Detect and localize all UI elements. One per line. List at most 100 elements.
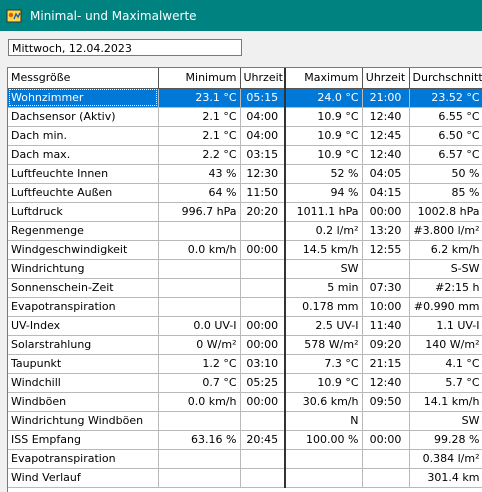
cell-average: 1.1 UV-I	[409, 316, 482, 336]
cell-max-time: 09:20	[362, 335, 410, 355]
cell-max-time: 00:00	[362, 202, 410, 222]
cell-average: SW	[409, 411, 482, 431]
cell-name: Evapotranspiration	[8, 297, 159, 317]
cell-name: Luftdruck	[8, 202, 159, 222]
cell-maximum: 1011.1 hPa	[285, 202, 363, 222]
table-row[interactable]: UV-Index 0.0 UV-I 00:00 2.5 UV-I 11:40 1.1 UV…	[8, 316, 482, 336]
cell-average: 6.55 °C	[409, 107, 482, 127]
cell-min-time	[240, 411, 286, 431]
cell-name: Windgeschwindigkeit	[8, 240, 159, 260]
cell-average: #0.990 mm	[409, 297, 482, 317]
cell-average: 85 %	[409, 183, 482, 203]
window-titlebar: Minimal- und Maximalwerte	[0, 0, 482, 31]
cell-minimum: 996.7 hPa	[158, 202, 241, 222]
cell-max-time: 11:40	[362, 316, 410, 336]
cell-name: Dach max.	[8, 145, 159, 165]
cell-average: 0.384 l/m²	[409, 449, 482, 469]
cell-max-time: 12:40	[362, 145, 410, 165]
cell-minimum: 0.0 km/h	[158, 240, 241, 260]
cell-minimum: 63.16 %	[158, 430, 241, 450]
cell-max-time: 04:15	[362, 183, 410, 203]
header-durchschnitt[interactable]: Durchschnitt	[409, 68, 482, 89]
header-messgroesse[interactable]: Messgröße	[8, 68, 159, 89]
cell-maximum: 10.9 °C	[285, 126, 363, 146]
date-field[interactable]: Mittwoch, 12.04.2023	[8, 39, 242, 56]
cell-name: UV-Index	[8, 316, 159, 336]
cell-maximum: 578 W/m²	[285, 335, 363, 355]
cell-max-time	[362, 449, 410, 469]
table-row[interactable]: Dach max. 2.2 °C 03:15 10.9 °C 12:40 6.57 °C	[8, 145, 482, 165]
cell-name: Sonnenschein-Zeit	[8, 278, 159, 298]
table-row[interactable]: Luftfeuchte Innen 43 % 12:30 52 % 04:05 50 %	[8, 164, 482, 184]
table-row[interactable]: Luftfeuchte Außen 64 % 11:50 94 % 04:15 85 %	[8, 183, 482, 203]
cell-average: 14.1 km/h	[409, 392, 482, 412]
cell-min-time	[240, 297, 286, 317]
cell-max-time: 12:45	[362, 126, 410, 146]
table-row[interactable]: Wohnzimmer 23.1 °C 05:15 24.0 °C 21:00 23.52 …	[8, 88, 482, 108]
cell-maximum: 0.2 l/m²	[285, 221, 363, 241]
table-row[interactable]: Taupunkt 1.2 °C 03:10 7.3 °C 21:15 4.1 °C	[8, 354, 482, 374]
cell-minimum: 43 %	[158, 164, 241, 184]
cell-maximum: 10.9 °C	[285, 373, 363, 393]
cell-max-time: 00:00	[362, 430, 410, 450]
cell-maximum: 14.5 km/h	[285, 240, 363, 260]
table-row[interactable]: Dach min. 2.1 °C 04:00 10.9 °C 12:45 6.50 °C	[8, 126, 482, 146]
table-row[interactable]: Dachsensor (Aktiv) 2.1 °C 04:00 10.9 °C 12:4…	[8, 107, 482, 127]
cell-name: Windchill	[8, 373, 159, 393]
table-row[interactable]: Evapotranspiration 0.178 mm 10:00 #0.990 mm	[8, 297, 482, 317]
cell-minimum: 2.1 °C	[158, 107, 241, 127]
cell-minimum: 2.2 °C	[158, 145, 241, 165]
cell-minimum: 0.0 km/h	[158, 392, 241, 412]
table-row[interactable]: Wind Verlauf 301.4 km	[8, 468, 482, 488]
table-row[interactable]: Windböen 0.0 km/h 00:00 30.6 km/h 09:50 14.1 …	[8, 392, 482, 412]
cell-max-time: 12:55	[362, 240, 410, 260]
cell-minimum	[158, 259, 241, 279]
table-row[interactable]: Windrichtung SW S-SW	[8, 259, 482, 279]
cell-maximum: 2.5 UV-I	[285, 316, 363, 336]
cell-name: Luftfeuchte Innen	[8, 164, 159, 184]
cell-average: 99.28 %	[409, 430, 482, 450]
cell-name: Windböen	[8, 392, 159, 412]
table-row[interactable]: Windrichtung Windböen N SW	[8, 411, 482, 431]
cell-average: 5.7 °C	[409, 373, 482, 393]
cell-max-time	[362, 411, 410, 431]
cell-max-time: 04:05	[362, 164, 410, 184]
cell-average: 1002.8 hPa	[409, 202, 482, 222]
header-max-time[interactable]: Uhrzeit	[362, 68, 410, 89]
min-max-table[interactable]: Messgröße Minimum Uhrzeit Maximum Uhrzei…	[7, 67, 482, 492]
cell-max-time	[362, 468, 410, 488]
cell-name: Regenmenge	[8, 221, 159, 241]
cell-minimum: 2.1 °C	[158, 126, 241, 146]
header-minimum[interactable]: Minimum	[158, 68, 241, 89]
header-min-time[interactable]: Uhrzeit	[240, 68, 286, 89]
cell-average: 50 %	[409, 164, 482, 184]
cell-min-time	[240, 259, 286, 279]
table-row[interactable]: Evapotranspiration 0.384 l/m²	[8, 449, 482, 469]
cell-maximum: 10.9 °C	[285, 145, 363, 165]
table-row[interactable]: Windgeschwindigkeit 0.0 km/h 00:00 14.5 km/…	[8, 240, 482, 260]
cell-min-time: 00:00	[240, 316, 286, 336]
cell-minimum: 23.1 °C	[158, 88, 241, 108]
cell-minimum	[158, 468, 241, 488]
table-header-row: Messgröße Minimum Uhrzeit Maximum Uhrzei…	[8, 68, 482, 89]
header-maximum[interactable]: Maximum	[285, 68, 363, 89]
table-row[interactable]: Windchill 0.7 °C 05:25 10.9 °C 12:40 5.7 °C	[8, 373, 482, 393]
table-row[interactable]: Regenmenge 0.2 l/m² 13:20 #3.800 l/m²	[8, 221, 482, 241]
cell-maximum: 0.178 mm	[285, 297, 363, 317]
cell-name: Dach min.	[8, 126, 159, 146]
table-row[interactable]: Solarstrahlung 0 W/m² 00:00 578 W/m² 09:20 14…	[8, 335, 482, 355]
cell-min-time: 04:00	[240, 126, 286, 146]
cell-minimum	[158, 221, 241, 241]
cell-average: 140 W/m²	[409, 335, 482, 355]
cell-minimum	[158, 449, 241, 469]
table-row[interactable]: ISS Empfang 63.16 % 20:45 100.00 % 00:00 99.2…	[8, 430, 482, 450]
cell-maximum: 94 %	[285, 183, 363, 203]
cell-min-time: 03:15	[240, 145, 286, 165]
cell-max-time: 09:50	[362, 392, 410, 412]
cell-min-time: 00:00	[240, 392, 286, 412]
cell-min-time: 00:00	[240, 240, 286, 260]
table-row[interactable]: Luftdruck 996.7 hPa 20:20 1011.1 hPa 00:00 10…	[8, 202, 482, 222]
table-row[interactable]: Sonnenschein-Zeit 5 min 07:30 #2:15 h	[8, 278, 482, 298]
cell-maximum	[285, 468, 363, 488]
cell-name: Windrichtung Windböen	[8, 411, 159, 431]
